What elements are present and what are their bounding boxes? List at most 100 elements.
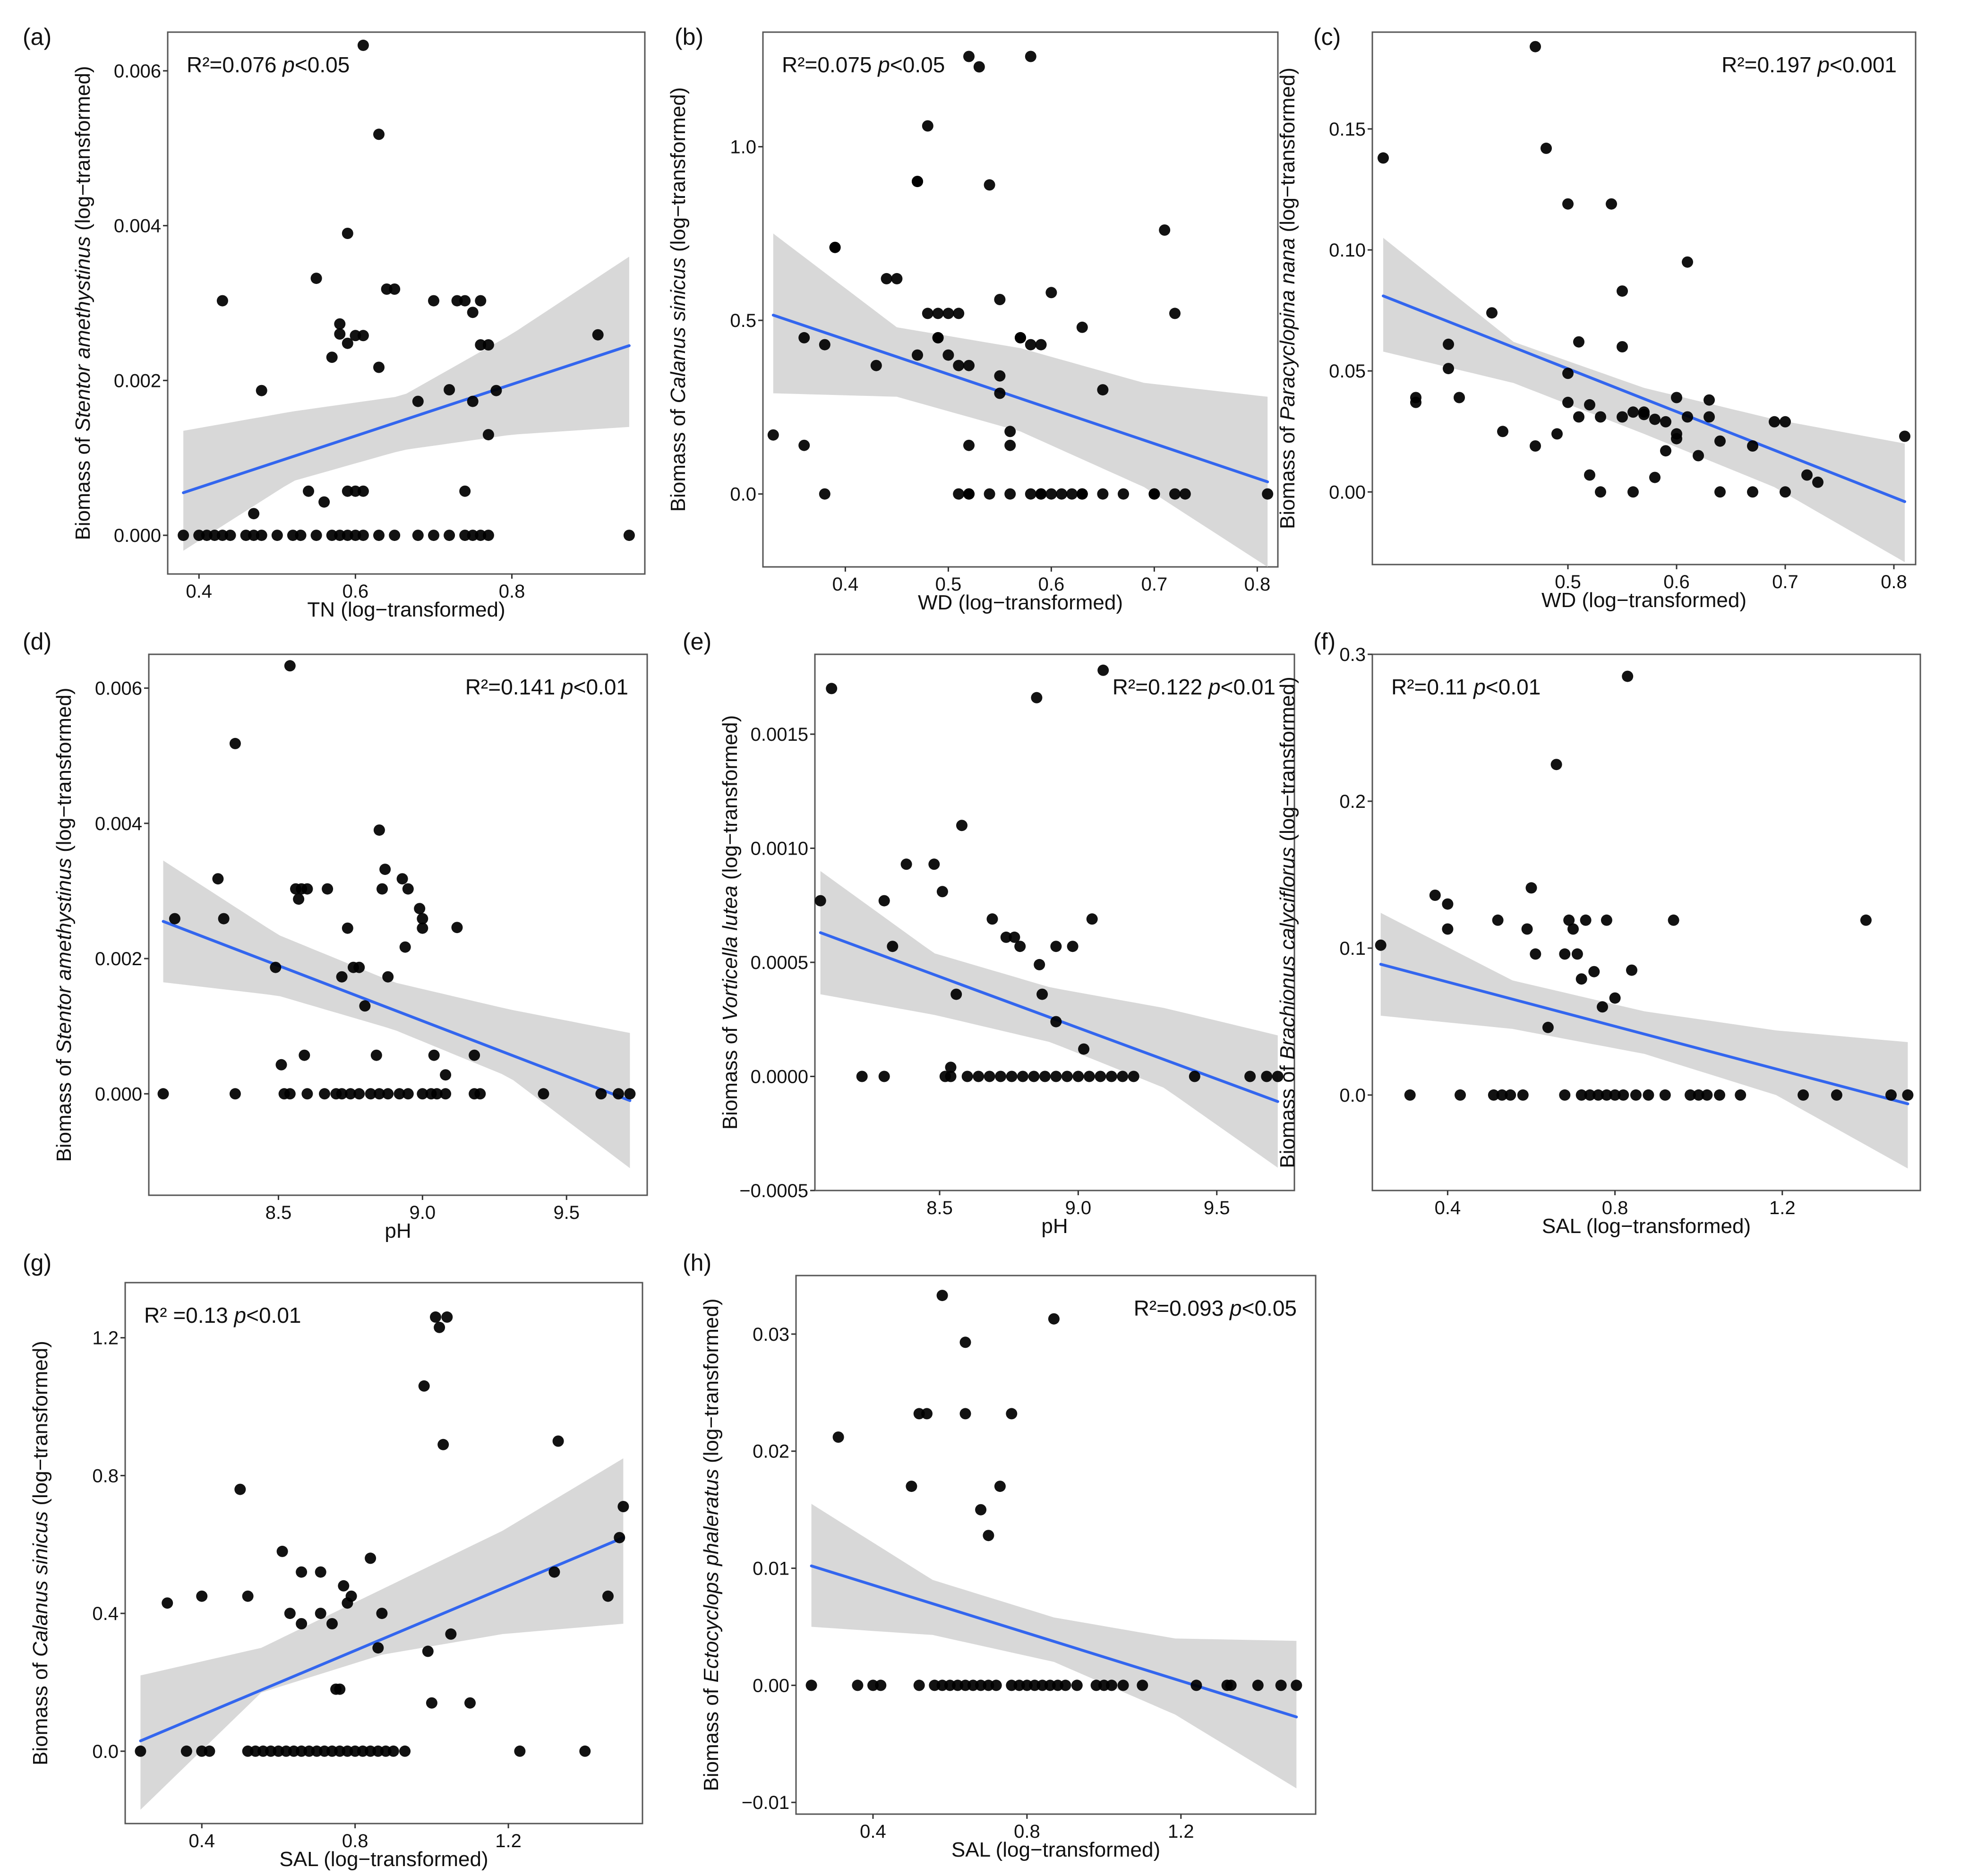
panel-a-data-point [326,351,338,363]
panel-a-x-tick-label: 0.8 [499,581,525,602]
panel-d-data-point [451,922,463,934]
panel-e-data-point [973,1071,984,1082]
panel-a-confidence-band [183,257,629,551]
panel-d-y-tick-label: 0.000 [95,1084,142,1105]
panel-a-data-point [240,530,252,541]
panel-e-data-point [1072,1071,1084,1082]
panel-f-data-point [1488,1089,1499,1101]
panel-c-data-point [1671,433,1682,445]
panel-a-data-point [350,485,361,497]
panel-h-data-point [1048,1313,1060,1325]
panel-g-data-point [315,1566,326,1578]
panel-c-data-point [1649,471,1661,483]
panel-a-data-point [412,395,424,407]
panel-d-y-tick-label: 0.006 [95,678,142,699]
panel-a-data-point [623,530,635,541]
panel-c-data-point [1617,285,1628,297]
panel-d-data-point [212,873,224,885]
panel-d-data-point [353,1088,365,1100]
panel-a-y-tick-label: 0.006 [114,61,161,82]
panel-g-data-point [338,1580,350,1592]
panel-h-data-point [1275,1679,1287,1691]
panel-a-data-point [357,39,369,51]
panel-e-data-point [887,941,899,952]
panel-h-data-point [1106,1679,1118,1691]
panel-a-data-point [412,530,424,541]
panel-d-data-point [322,883,334,895]
panel-g-data-point [422,1645,434,1657]
panel-c-x-axis-title: WD (log−transformed) [1541,589,1746,612]
panel-c-data-point [1562,396,1574,408]
panel-c-data-point [1530,41,1541,52]
panel-e-data-point [1039,1071,1051,1082]
panel-e-data-point [1017,1071,1028,1082]
panel-d-data-point [440,1069,452,1081]
panel-b-data-point [829,241,841,253]
panel-g-data-point [399,1745,411,1757]
panel-e-data-point [814,895,826,907]
panel-f-data-point [1714,1089,1725,1101]
panel-g-label: (g) [23,1250,51,1276]
panel-g-data-point [204,1745,215,1757]
panel-c-data-point [1627,406,1639,418]
panel-h-data-point [1071,1679,1083,1691]
panel-a-data-point [295,530,307,541]
panel-c-data-point [1899,430,1910,442]
panel-e-y-tick-label: 0.0005 [751,952,808,973]
panel-f-data-point [1609,992,1621,1004]
panel-d-confidence-band [163,860,630,1168]
panel-c-data-point [1747,486,1758,498]
panel-g-data-point [614,1532,625,1543]
panel-a-data-point [459,485,471,497]
panel-b-x-tick-label: 0.5 [935,574,962,595]
panel-b-data-point [819,488,830,500]
panel-b-data-point [1045,488,1057,500]
panel-g-data-point [284,1608,296,1619]
panel-d-data-point [538,1088,549,1100]
panel-b-confidence-band [773,233,1268,567]
panel-f-data-point [1618,1089,1629,1101]
panel-a-data-point [373,361,385,373]
panel-d-data-point [624,1088,636,1100]
panel-b-x-axis-title: WD (log−transformed) [918,591,1123,614]
panel-d-data-point [229,1088,241,1100]
panel-b-data-point [984,488,995,500]
panel-a-data-point [256,385,267,396]
panel-b-data-point [798,439,810,451]
panel-c-data-point [1801,469,1813,481]
panel-c-data-point [1410,392,1421,403]
panel-f-data-point [1831,1089,1842,1101]
panel-f-data-point [1530,948,1541,960]
panel-c-data-point [1573,336,1584,348]
panel-e-data-point [961,1071,973,1082]
panel-c-data-point [1682,411,1693,423]
panel-f-y-tick-label: 0.2 [1339,791,1366,812]
panel-d-data-point [301,1088,313,1100]
panel-f-data-point [1584,1089,1596,1101]
panel-h-x-tick-label: 0.8 [1014,1821,1040,1842]
panel-a-data-point [475,295,487,307]
panel-f-data-point [1496,1089,1508,1101]
panel-c-stat-annotation: R²=0.197 p<0.001 [1721,52,1897,77]
panel-e-x-tick-label: 9.5 [1204,1198,1230,1218]
panel-a-data-point [350,530,361,541]
panel-a-data-point [467,307,479,318]
panel-f-data-point [1630,1089,1642,1101]
panel-g-data-point [296,1566,308,1578]
panel-d-data-point [359,1000,371,1012]
panel-d-x-tick-label: 9.0 [410,1202,436,1223]
panel-b-data-point [1035,339,1047,351]
panel-c-data-point [1454,392,1465,403]
panel-e-x-axis-title: pH [1041,1215,1068,1238]
panel-e-y-tick-label: 0.0010 [751,839,808,859]
panel-c-data-point [1704,411,1715,423]
panel-f-confidence-band [1380,913,1908,1169]
panel-c-y-tick-label: 0.00 [1329,482,1366,503]
panel-d-x-tick-label: 8.5 [265,1202,292,1223]
panel-f-data-point [1505,1089,1516,1101]
panel-a-data-point [444,530,455,541]
panel-a-data-point [334,318,346,330]
panel-a-data-point [224,530,236,541]
panel-d-stat-annotation: R²=0.141 p<0.01 [465,675,628,699]
panel-c-label: (c) [1313,24,1341,50]
